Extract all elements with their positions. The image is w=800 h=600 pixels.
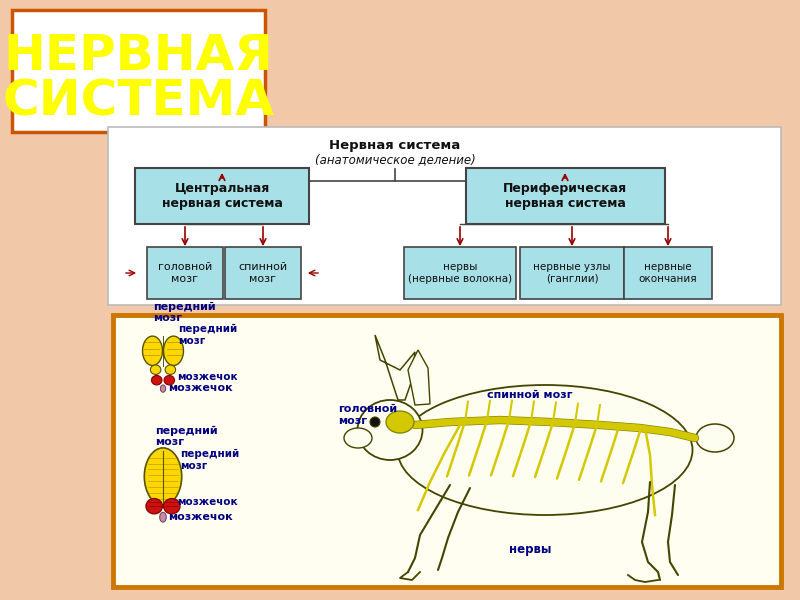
Polygon shape: [408, 350, 430, 405]
Ellipse shape: [344, 428, 372, 448]
Ellipse shape: [142, 336, 162, 365]
Ellipse shape: [163, 499, 180, 514]
Ellipse shape: [164, 376, 174, 385]
Circle shape: [370, 417, 380, 427]
FancyBboxPatch shape: [113, 315, 781, 587]
FancyBboxPatch shape: [404, 247, 516, 299]
Text: спинной
мозг: спинной мозг: [238, 262, 287, 284]
FancyBboxPatch shape: [466, 168, 665, 224]
Ellipse shape: [151, 376, 162, 385]
Ellipse shape: [146, 499, 162, 514]
Ellipse shape: [398, 385, 693, 515]
Ellipse shape: [386, 411, 414, 433]
Text: мозжечок: мозжечок: [177, 497, 238, 507]
Text: спинной мозг: спинной мозг: [487, 390, 573, 400]
Text: (анатомическое деление): (анатомическое деление): [314, 154, 475, 166]
FancyBboxPatch shape: [147, 247, 223, 299]
Text: мозжечок: мозжечок: [168, 383, 233, 393]
Ellipse shape: [144, 448, 182, 505]
Text: мозжечок: мозжечок: [168, 512, 233, 522]
Text: Нервная система: Нервная система: [330, 139, 461, 151]
FancyBboxPatch shape: [624, 247, 712, 299]
FancyBboxPatch shape: [108, 127, 781, 305]
FancyBboxPatch shape: [12, 10, 265, 132]
Text: нервы
(нервные волокна): нервы (нервные волокна): [408, 262, 512, 284]
Text: нервы: нервы: [509, 544, 551, 557]
Text: Центральная
нервная система: Центральная нервная система: [162, 182, 282, 210]
Polygon shape: [375, 335, 415, 400]
Ellipse shape: [696, 424, 734, 452]
Text: передний
мозг: передний мозг: [178, 325, 238, 346]
FancyBboxPatch shape: [225, 247, 301, 299]
Ellipse shape: [160, 512, 166, 522]
FancyBboxPatch shape: [520, 247, 624, 299]
Text: передний
мозг: передний мозг: [155, 426, 218, 447]
Text: мозжечок: мозжечок: [177, 372, 238, 382]
Ellipse shape: [358, 400, 422, 460]
Text: НЕРВНАЯ: НЕРВНАЯ: [3, 32, 274, 80]
Text: нервные узлы
(ганглии): нервные узлы (ганглии): [534, 262, 610, 284]
Text: Периферическая
нервная система: Периферическая нервная система: [503, 182, 627, 210]
Text: головной
мозг: головной мозг: [158, 262, 212, 284]
Text: нервные
окончания: нервные окончания: [638, 262, 698, 284]
Ellipse shape: [163, 336, 183, 365]
Text: передний
мозг: передний мозг: [153, 302, 216, 323]
Text: головной
мозг: головной мозг: [338, 404, 397, 426]
Ellipse shape: [160, 385, 166, 392]
Ellipse shape: [150, 365, 161, 374]
FancyBboxPatch shape: [135, 168, 309, 224]
Text: передний
мозг: передний мозг: [180, 449, 239, 470]
Ellipse shape: [165, 365, 176, 374]
Text: СИСТЕМА: СИСТЕМА: [2, 77, 274, 125]
